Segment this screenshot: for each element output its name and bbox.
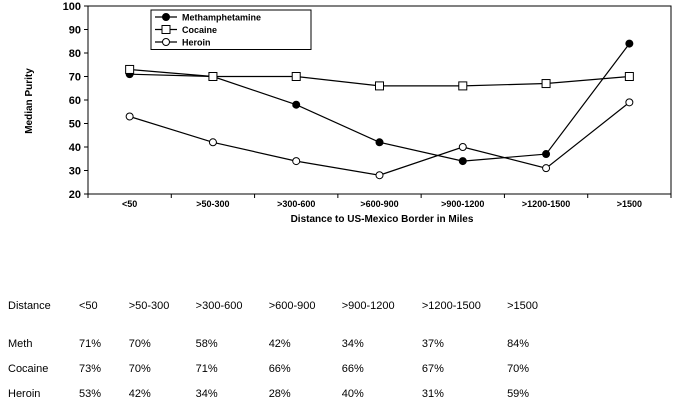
table-cell: 31% xyxy=(421,387,444,400)
table-cell: 67% xyxy=(421,362,444,375)
table-header-row: Distance <50 >50-300 >300-600 >600-900 >… xyxy=(8,293,568,318)
table-header-cell: Distance xyxy=(8,299,51,312)
x-tick-label: >1200-1500 xyxy=(522,199,570,209)
y-axis-title: Median Purity xyxy=(24,68,35,134)
table-spacer xyxy=(8,318,568,331)
data-point-square xyxy=(458,81,468,91)
y-tick-label: 30 xyxy=(69,166,81,178)
data-point-open-circle xyxy=(292,157,301,166)
data-point-square xyxy=(624,72,634,81)
table-cell: 66% xyxy=(268,362,291,375)
legend-label: Heroin xyxy=(182,38,211,48)
data-point-filled-circle xyxy=(292,100,301,109)
data-point-filled-circle xyxy=(458,157,467,166)
y-tick-label: 20 xyxy=(69,189,81,201)
data-point-filled-circle xyxy=(542,150,551,159)
table-cell: 28% xyxy=(268,387,291,400)
table-cell: 34% xyxy=(341,337,364,350)
x-axis-title: Distance to US-Mexico Border in Miles xyxy=(291,214,474,225)
x-tick-label: >300-600 xyxy=(277,199,315,209)
y-tick-label: 70 xyxy=(69,72,81,84)
data-point-square xyxy=(375,81,384,91)
data-point-open-circle xyxy=(162,38,170,46)
data-point-square xyxy=(541,79,551,89)
table-cell: 71% xyxy=(79,337,102,350)
legend-box xyxy=(150,9,312,50)
data-point-square xyxy=(291,72,301,81)
table-header-cell: >600-900 xyxy=(268,299,316,312)
table-cell: 42% xyxy=(268,337,291,350)
x-tick-label: >50-300 xyxy=(196,199,229,209)
data-point-open-circle xyxy=(625,98,634,107)
table-cell: 84% xyxy=(507,337,530,350)
table-cell: 37% xyxy=(421,337,444,350)
x-tick-label: >900-1200 xyxy=(441,199,484,209)
table-header-cell: <50 xyxy=(79,299,98,312)
table-cell: Meth xyxy=(8,337,33,350)
x-tick-label: >600-900 xyxy=(360,199,398,209)
table-row-meth: Meth 71% 70% 58% 42% 34% 37% 84% xyxy=(8,331,568,356)
table-header-cell: >1200-1500 xyxy=(421,299,481,312)
purity-data-table: Distance <50 >50-300 >300-600 >600-900 >… xyxy=(8,293,568,406)
table-cell: Cocaine xyxy=(8,362,49,375)
data-point-filled-circle xyxy=(162,13,170,21)
data-point-open-circle xyxy=(125,112,134,121)
plot-area: 20 30 40 50 60 70 80 90 100 <50 >50-300 >300-600 >60… xyxy=(63,1,672,209)
table-cell: 58% xyxy=(195,337,218,350)
table-cell: 34% xyxy=(195,387,218,400)
table-row-heroin: Heroin 53% 42% 34% 28% 40% 31% 59% xyxy=(8,381,568,406)
table-cell: 59% xyxy=(507,387,530,400)
table-header-cell: >50-300 xyxy=(128,299,170,312)
y-tick-label: 60 xyxy=(69,95,81,107)
table-cell: 53% xyxy=(79,387,102,400)
data-point-open-circle xyxy=(458,143,467,151)
data-point-open-circle xyxy=(375,171,384,180)
data-point-filled-circle xyxy=(375,138,384,147)
data-point-filled-circle xyxy=(625,39,634,48)
x-tick-label: <50 xyxy=(122,199,137,209)
table-cell: 42% xyxy=(128,387,151,400)
table-cell: 71% xyxy=(195,362,218,375)
y-tick-label: 100 xyxy=(63,1,81,13)
table-cell: Heroin xyxy=(8,387,41,400)
y-tick-label: 90 xyxy=(69,25,81,37)
data-point-open-circle xyxy=(542,164,551,173)
y-tick-label: 80 xyxy=(69,48,81,60)
table-cell: 70% xyxy=(128,337,151,350)
legend-label: Methamphetamine xyxy=(182,13,261,23)
data-point-square xyxy=(125,64,135,74)
purity-line-chart: 20 30 40 50 60 70 80 90 100 <50 >50-300 >300-600 >60… xyxy=(24,1,672,225)
data-point-open-circle xyxy=(208,138,217,147)
table-cell: 70% xyxy=(507,362,530,375)
x-tick-label: >1500 xyxy=(617,199,642,209)
table-cell: 40% xyxy=(341,387,364,400)
y-tick-label: 50 xyxy=(69,119,81,131)
table-cell: 73% xyxy=(79,362,102,375)
table-row-cocaine: Cocaine 73% 70% 71% 66% 66% 67% 70% xyxy=(8,356,568,381)
data-point-square xyxy=(208,72,218,81)
legend: Methamphetamine Cocaine Heroin xyxy=(150,9,312,50)
table-header-cell: >1500 xyxy=(507,299,538,312)
table-cell: 70% xyxy=(128,362,151,375)
table-cell: 66% xyxy=(341,362,364,375)
table-header-cell: >900-1200 xyxy=(341,299,395,312)
y-tick-label: 40 xyxy=(69,142,81,154)
legend-label: Cocaine xyxy=(182,25,217,35)
table-header-cell: >300-600 xyxy=(195,299,243,312)
data-point-square xyxy=(161,25,171,34)
